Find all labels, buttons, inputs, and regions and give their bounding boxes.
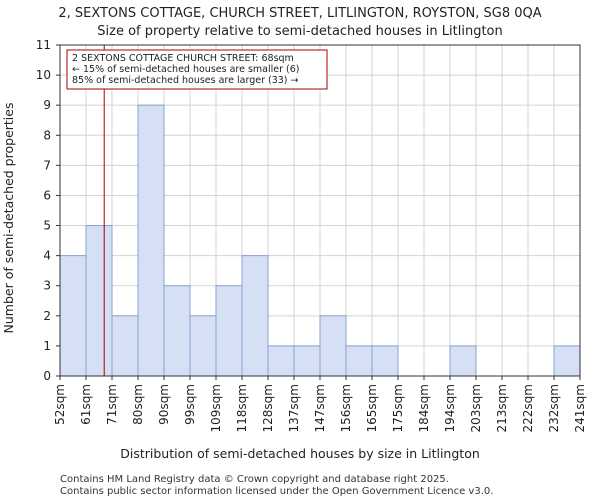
bar-118sqm: [241, 255, 269, 377]
x-axis-title: Distribution of semi-detached houses by …: [120, 446, 480, 461]
y-tick-label-6: 6: [43, 188, 51, 202]
y-tick-label-8: 8: [43, 128, 51, 142]
bar-232sqm: [553, 345, 581, 377]
x-tick-label-2: 71sqm: [105, 384, 119, 425]
bar-71sqm: [111, 315, 139, 377]
x-tick-label-0: 52sqm: [53, 384, 67, 425]
y-tick-label-7: 7: [43, 158, 51, 172]
x-axis-ticks: 52sqm 61sqm 71sqm 80sqm 90sqm 99sqm 109sqm 118s…: [53, 376, 587, 432]
bar-52sqm: [59, 255, 87, 377]
y-tick-label-2: 2: [43, 309, 51, 323]
x-tick-label-19: 232sqm: [547, 384, 561, 432]
y-tick-label-0: 0: [43, 369, 51, 383]
annotation-line3: 85% of semi-detached houses are larger (…: [72, 75, 299, 86]
y-tick-label-5: 5: [43, 219, 51, 233]
x-tick-label-7: 118sqm: [235, 384, 249, 432]
y-tick-label-11: 11: [36, 38, 51, 52]
annotation-box: 2 SEXTONS COTTAGE CHURCH STREET: 68sqm ←…: [66, 49, 328, 90]
x-tick-label-14: 184sqm: [417, 384, 431, 432]
x-tick-label-15: 194sqm: [443, 384, 457, 432]
bar-137sqm: [293, 345, 321, 377]
bar-194sqm: [449, 345, 477, 377]
x-tick-label-12: 165sqm: [365, 384, 379, 432]
bar-165sqm: [371, 345, 399, 377]
x-tick-label-3: 80sqm: [131, 384, 145, 425]
x-tick-label-5: 99sqm: [183, 384, 197, 425]
bar-90sqm: [163, 285, 191, 377]
bars: [59, 104, 581, 377]
bar-147sqm: [319, 315, 347, 377]
chart-title-line1: 2, SEXTONS COTTAGE, CHURCH STREET, LITLI…: [58, 6, 541, 21]
x-tick-label-18: 222sqm: [521, 384, 535, 432]
x-tick-label-16: 203sqm: [469, 384, 483, 432]
y-tick-label-3: 3: [43, 279, 51, 293]
bar-128sqm: [267, 345, 295, 377]
footer-line2: Contains public sector information licen…: [60, 486, 493, 497]
bar-109sqm: [215, 285, 243, 377]
y-tick-label-9: 9: [43, 98, 51, 112]
x-tick-label-4: 90sqm: [157, 384, 171, 425]
y-axis-ticks: 0 1 2 3 4 5 6 7 8 9 10 11: [36, 38, 60, 383]
y-axis-title: Number of semi-detached properties: [1, 103, 16, 334]
bar-156sqm: [345, 345, 373, 377]
annotation-line1: 2 SEXTONS COTTAGE CHURCH STREET: 68sqm: [72, 53, 294, 64]
x-tick-label-8: 128sqm: [261, 384, 275, 432]
bar-61sqm: [85, 225, 113, 377]
x-tick-label-9: 137sqm: [287, 384, 301, 432]
chart-title-line2: Size of property relative to semi-detach…: [97, 24, 502, 39]
x-tick-label-1: 61sqm: [79, 384, 93, 425]
x-tick-label-10: 147sqm: [313, 384, 327, 432]
y-tick-label-4: 4: [43, 249, 51, 263]
x-tick-label-11: 156sqm: [339, 384, 353, 432]
y-tick-label-10: 10: [36, 68, 51, 82]
bar-80sqm: [137, 104, 165, 377]
x-tick-label-13: 175sqm: [391, 384, 405, 432]
x-tick-label-6: 109sqm: [209, 384, 223, 432]
annotation-line2: ← 15% of semi-detached houses are smalle…: [72, 64, 300, 75]
y-tick-label-1: 1: [43, 339, 51, 353]
footer-line1: Contains HM Land Registry data © Crown c…: [60, 474, 449, 485]
x-tick-label-17: 213sqm: [495, 384, 509, 432]
x-tick-label-20: 241sqm: [573, 384, 587, 432]
bar-99sqm: [189, 315, 217, 377]
